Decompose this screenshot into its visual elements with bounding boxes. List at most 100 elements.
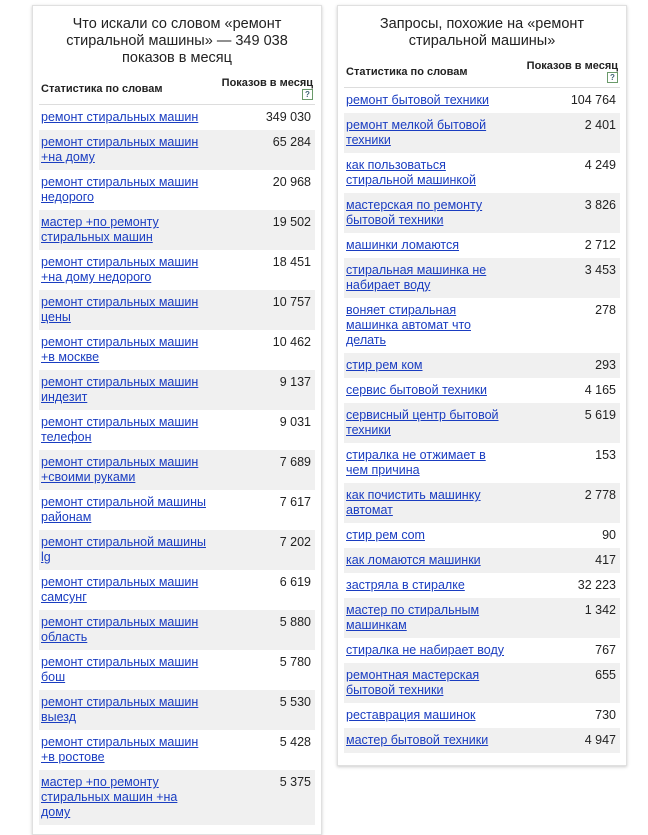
count-cell: 10 757 (208, 290, 315, 330)
table-row: воняет стиральная машинка автомат что де… (344, 298, 620, 353)
phrase-cell: мастер +по ремонту стиральных машин +на … (39, 770, 208, 825)
count-cell: 6 619 (279, 575, 311, 589)
count-cell: 278 (595, 303, 616, 317)
phrase-link[interactable]: воняет стиральная машинка автомат что де… (346, 303, 471, 347)
table-row: мастер +по ремонту стиральных машин +на … (39, 770, 315, 825)
count-cell: 730 (595, 708, 616, 722)
count-cell: 7 617 (279, 495, 311, 509)
phrase-link[interactable]: ремонт стиральных машин индезит (41, 375, 199, 404)
phrase-link[interactable]: ремонт стиральных машин +своими руками (41, 455, 199, 484)
phrase-link[interactable]: ремонт стиральных машин +на дому недорог… (41, 255, 199, 284)
table-row: ремонт стиральной машины lg 7 202 (39, 530, 315, 570)
phrase-cell: как почистить машинку автомат (344, 483, 513, 523)
table-row: ремонт стиральных машин выезд 5 530 (39, 690, 315, 730)
phrase-link[interactable]: ремонт стиральных машин бош (41, 655, 199, 684)
phrase-cell: ремонт стиральной машины районам (39, 490, 208, 530)
phrase-link[interactable]: ремонт стиральной машины районам (41, 495, 206, 524)
count-cell: 2 778 (513, 483, 620, 523)
count-cell: 2 712 (584, 238, 616, 252)
header-text: Статистика по словам (41, 83, 163, 95)
table-row: ремонт бытовой техники 104 764 (344, 88, 620, 114)
phrase-link[interactable]: мастер +по ремонту стиральных машин (41, 215, 159, 244)
table-row: застряла в стиралке 32 223 (344, 573, 620, 598)
left-panel: Что искали со словом «ремонт стиральной … (32, 5, 322, 835)
count-cell: 349 030 (265, 110, 311, 124)
phrase-link[interactable]: ремонт стиральной машины lg (41, 535, 206, 564)
count-cell: 5 780 (279, 655, 311, 669)
phrase-link[interactable]: ремонт бытовой техники (346, 93, 489, 107)
count-cell: 18 451 (272, 255, 311, 269)
header-text: Показов в месяц (526, 60, 618, 72)
table-row: ремонт стиральных машин область 5 880 (39, 610, 315, 650)
table-row: ремонт стиральных машин цены 10 757 (39, 290, 315, 330)
phrase-link[interactable]: как пользоваться стиральной машинкой (346, 158, 476, 187)
table-row: мастерская по ремонту бытовой техники 3 8… (344, 193, 620, 233)
phrase-link[interactable]: ремонт стиральных машин самсунг (41, 575, 199, 604)
phrase-cell: ремонт стиральных машин область (39, 610, 208, 650)
phrase-link[interactable]: ремонт стиральных машин +на дому (41, 135, 199, 164)
phrase-link[interactable]: ремонт стиральных машин цены (41, 295, 199, 324)
table-row: мастер бытовой техники 4 947 (344, 728, 620, 753)
phrase-link[interactable]: мастер бытовой техники (346, 733, 489, 747)
count-cell: 5 375 (208, 770, 315, 825)
header-text: Показов в месяц (221, 77, 313, 89)
table-row: ремонт стиральных машин 349 030 (39, 105, 315, 131)
table-row: как пользоваться стиральной машинкой 4 24… (344, 153, 620, 193)
count-cell: 3 453 (513, 258, 620, 298)
phrase-cell: ремонт стиральных машин цены (39, 290, 208, 330)
phrase-link[interactable]: ремонт мелкой бытовой техники (346, 118, 487, 147)
phrase-link[interactable]: ремонт стиральных машин выезд (41, 695, 199, 724)
count-cell: 5 530 (208, 690, 315, 730)
phrase-link[interactable]: ремонт стиральных машин +в ростове (41, 735, 199, 764)
table-row: ремонт стиральных машин телефон 9 031 (39, 410, 315, 450)
phrase-cell: сервисный центр бытовой техники (344, 403, 513, 443)
phrase-link[interactable]: мастерская по ремонту бытовой техники (346, 198, 483, 227)
phrase-link[interactable]: застряла в стиралке (346, 578, 465, 592)
count-cell: 4 165 (584, 383, 616, 397)
phrase-link[interactable]: стиральная машинка не набирает воду (346, 263, 487, 292)
phrase-cell: стиральная машинка не набирает воду (344, 258, 513, 298)
phrase-link[interactable]: ремонт стиральных машин (41, 110, 199, 124)
table-row: ремонт стиральных машин +в ростове 5 428 (39, 730, 315, 770)
phrase-cell: ремонт стиральных машин недорого (39, 170, 208, 210)
phrase-link[interactable]: ремонтная мастерская бытовой техники (346, 668, 480, 697)
phrase-link[interactable]: мастер по стиральным машинкам (346, 603, 480, 632)
phrase-cell: стиралка не отжимает в чем причина (344, 443, 513, 483)
phrase-cell: ремонт стиральных машин +на дому недорог… (39, 250, 208, 290)
phrase-link[interactable]: ремонт стиральных машин +в москве (41, 335, 199, 364)
phrase-link[interactable]: как почистить машинку автомат (346, 488, 481, 517)
help-icon[interactable]: ? (607, 72, 618, 83)
phrase-link[interactable]: мастер +по ремонту стиральных машин +на … (41, 775, 178, 819)
phrase-link[interactable]: машинки ломаются (346, 238, 460, 252)
phrase-cell: ремонт стиральных машин (39, 105, 208, 131)
phrase-link[interactable]: стиралка не набирает воду (346, 643, 505, 657)
count-cell: 90 (602, 528, 616, 542)
phrase-link[interactable]: стиралка не отжимает в чем причина (346, 448, 486, 477)
help-icon[interactable]: ? (302, 89, 313, 100)
phrase-cell: мастер по стиральным машинкам (344, 598, 513, 638)
count-cell: 19 502 (208, 210, 315, 250)
table-row: стиральная машинка не набирает воду 3 453 (344, 258, 620, 298)
count-cell: 10 462 (272, 335, 311, 349)
phrase-link[interactable]: ремонт стиральных машин недорого (41, 175, 199, 204)
count-cell: 153 (595, 448, 616, 462)
count-cell: 293 (513, 353, 620, 378)
count-cell: 7 202 (208, 530, 315, 570)
phrase-link[interactable]: ремонт стиральных машин область (41, 615, 199, 644)
count-cell: 3 826 (513, 193, 620, 233)
phrase-link[interactable]: стир рем ком (346, 358, 423, 372)
phrase-link[interactable]: ремонт стиральных машин телефон (41, 415, 199, 444)
table-row: ремонт стиральных машин недорого 20 968 (39, 170, 315, 210)
phrase-link[interactable]: сервисный центр бытовой техники (346, 408, 499, 437)
table-row: ремонт стиральных машин индезит 9 137 (39, 370, 315, 410)
count-cell: 2 401 (513, 113, 620, 153)
count-cell: 1 342 (513, 598, 620, 638)
phrase-cell: ремонт стиральных машин самсунг (39, 570, 208, 610)
phrase-link[interactable]: реставрация машинок (346, 708, 476, 722)
phrase-link[interactable]: сервис бытовой техники (346, 383, 487, 397)
phrase-cell: ремонт стиральных машин +своими руками (39, 450, 208, 490)
col-header: Статистика по словам (344, 56, 513, 88)
table-row: ремонт мелкой бытовой техники 2 401 (344, 113, 620, 153)
phrase-link[interactable]: стир рем com (346, 528, 425, 542)
phrase-link[interactable]: как ломаются машинки (346, 553, 481, 567)
